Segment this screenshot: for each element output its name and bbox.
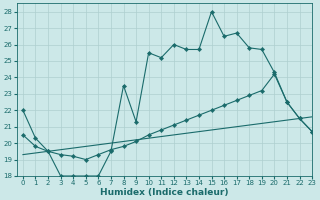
- X-axis label: Humidex (Indice chaleur): Humidex (Indice chaleur): [100, 188, 228, 197]
